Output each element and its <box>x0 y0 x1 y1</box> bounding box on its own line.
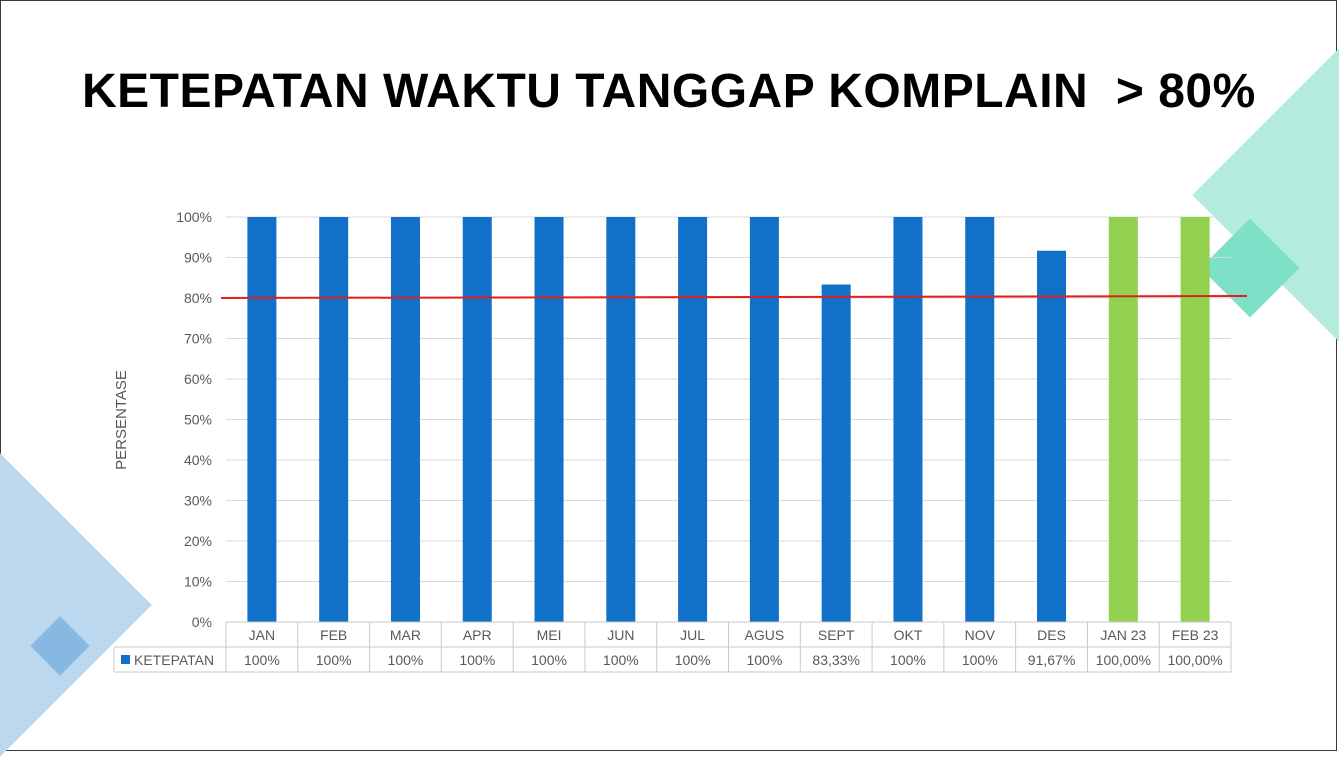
y-tick-label: 100% <box>176 209 212 225</box>
x-tick-label: SEPT <box>818 627 855 643</box>
bar-mar <box>390 217 420 622</box>
bar-sept <box>821 284 851 622</box>
y-tick-label: 90% <box>184 250 212 266</box>
y-tick-label: 40% <box>184 452 212 468</box>
x-tick-label: OKT <box>894 627 923 643</box>
x-tick-label: JAN 23 <box>1100 627 1146 643</box>
y-tick-label: 50% <box>184 412 212 428</box>
x-tick-label: FEB <box>320 627 347 643</box>
x-tick-label: MAR <box>390 627 421 643</box>
y-tick-label: 30% <box>184 493 212 509</box>
slide-title: KETEPATAN WAKTU TANGGAP KOMPLAIN > 80% <box>82 65 1256 118</box>
bar-mei <box>534 217 564 622</box>
bar-jul <box>678 217 708 622</box>
legend-swatch <box>121 655 130 664</box>
bar-jan <box>247 217 277 622</box>
data-label: 100% <box>675 652 711 668</box>
data-label: 91,67% <box>1028 652 1075 668</box>
x-tick-label: AGUS <box>745 627 785 643</box>
y-tick-label: 0% <box>192 614 212 630</box>
legend-series-name: KETEPATAN <box>134 652 214 668</box>
x-tick-label: FEB 23 <box>1172 627 1219 643</box>
data-label: 100% <box>890 652 926 668</box>
bar-nov <box>965 217 995 622</box>
y-tick-label: 20% <box>184 533 212 549</box>
data-label: 100,00% <box>1096 652 1151 668</box>
y-tick-label: 10% <box>184 574 212 590</box>
target-line <box>220 295 1248 299</box>
bar-jun <box>606 217 636 622</box>
y-axis-title: PERSENTASE <box>113 370 130 470</box>
data-label: 100% <box>746 652 782 668</box>
bar-okt <box>893 217 923 622</box>
x-tick-label: JAN <box>249 627 275 643</box>
data-label: 100% <box>603 652 639 668</box>
bar-chart: 0% 10% 20% 30% 40% 50% 60% 70% 80% 90% 100% PERSENT… <box>113 209 1248 673</box>
y-tick-label: 80% <box>184 290 212 306</box>
bar-feb <box>319 217 349 622</box>
data-label: 100% <box>962 652 998 668</box>
bar-jan-23 <box>1108 217 1138 622</box>
y-tick-label: 60% <box>184 371 212 387</box>
x-tick-label: JUL <box>680 627 705 643</box>
data-label: 83,33% <box>812 652 859 668</box>
data-label: 100% <box>316 652 352 668</box>
bar-des <box>1037 250 1067 622</box>
bar-agus <box>749 217 779 622</box>
bar-apr <box>462 217 492 622</box>
x-tick-label: MEI <box>537 627 562 643</box>
data-label: 100% <box>388 652 424 668</box>
x-tick-label: APR <box>463 627 492 643</box>
x-tick-label: NOV <box>965 627 996 643</box>
x-tick-label: DES <box>1037 627 1066 643</box>
data-label: 100% <box>531 652 567 668</box>
x-tick-label: JUN <box>607 627 634 643</box>
data-label: 100% <box>459 652 495 668</box>
slide-frame <box>0 0 1337 751</box>
data-label: 100,00% <box>1167 652 1222 668</box>
y-tick-label: 70% <box>184 331 212 347</box>
data-label: 100% <box>244 652 280 668</box>
bar-feb-23 <box>1180 217 1210 622</box>
